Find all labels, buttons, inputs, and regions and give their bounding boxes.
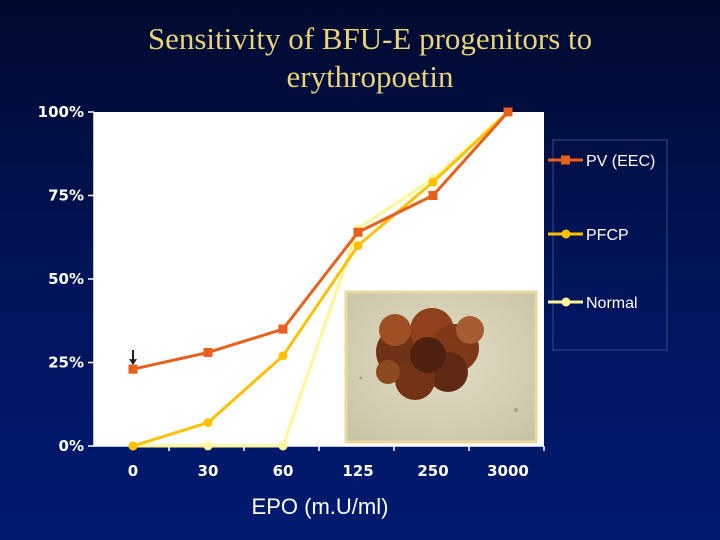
data-point (353, 241, 363, 251)
x-tick-label: 125 (342, 462, 373, 480)
eec-annotation-label: EEC (112, 326, 155, 349)
x-tick-label: 250 (417, 462, 448, 480)
y-tick-label: 100% (38, 103, 84, 121)
legend-label: Normal (586, 295, 638, 312)
data-point (203, 347, 213, 357)
y-tick-label: 25% (48, 354, 84, 372)
series-line-2 (133, 110, 509, 448)
legend-label: PV (EEC) (586, 153, 655, 170)
data-point (278, 441, 288, 451)
legend-marker (561, 297, 571, 307)
data-point (203, 441, 213, 451)
data-point (128, 441, 138, 451)
legend-marker (561, 229, 571, 239)
data-point (203, 418, 213, 428)
colony-micrograph (344, 290, 538, 444)
data-point (428, 177, 438, 187)
legend-marker (561, 155, 570, 165)
x-tick-label: 30 (198, 462, 219, 480)
data-point (278, 324, 288, 334)
y-tick-label: 75% (48, 187, 84, 205)
data-point (278, 351, 288, 361)
eec-annotation: EEC (112, 326, 155, 366)
series-line-1 (132, 110, 510, 448)
chart-title: Sensitivity of BFU-E progenitors to eryt… (147, 21, 593, 94)
legend-label: PFCP (586, 227, 629, 244)
data-point (428, 191, 438, 200)
data-point (353, 227, 363, 237)
y-tick-label: 50% (48, 270, 84, 288)
y-tick-label: 0% (59, 437, 84, 455)
x-tick-label: 60 (273, 462, 294, 480)
x-tick-label: 3000 (487, 462, 529, 480)
series-line-0 (132, 110, 510, 371)
data-point (128, 364, 138, 374)
x-axis-label: EPO (m.U/ml) (252, 494, 389, 519)
x-tick-label: 0 (128, 462, 138, 480)
data-point (503, 107, 513, 117)
legend: PV (EEC) PFCP Normal (548, 139, 668, 351)
